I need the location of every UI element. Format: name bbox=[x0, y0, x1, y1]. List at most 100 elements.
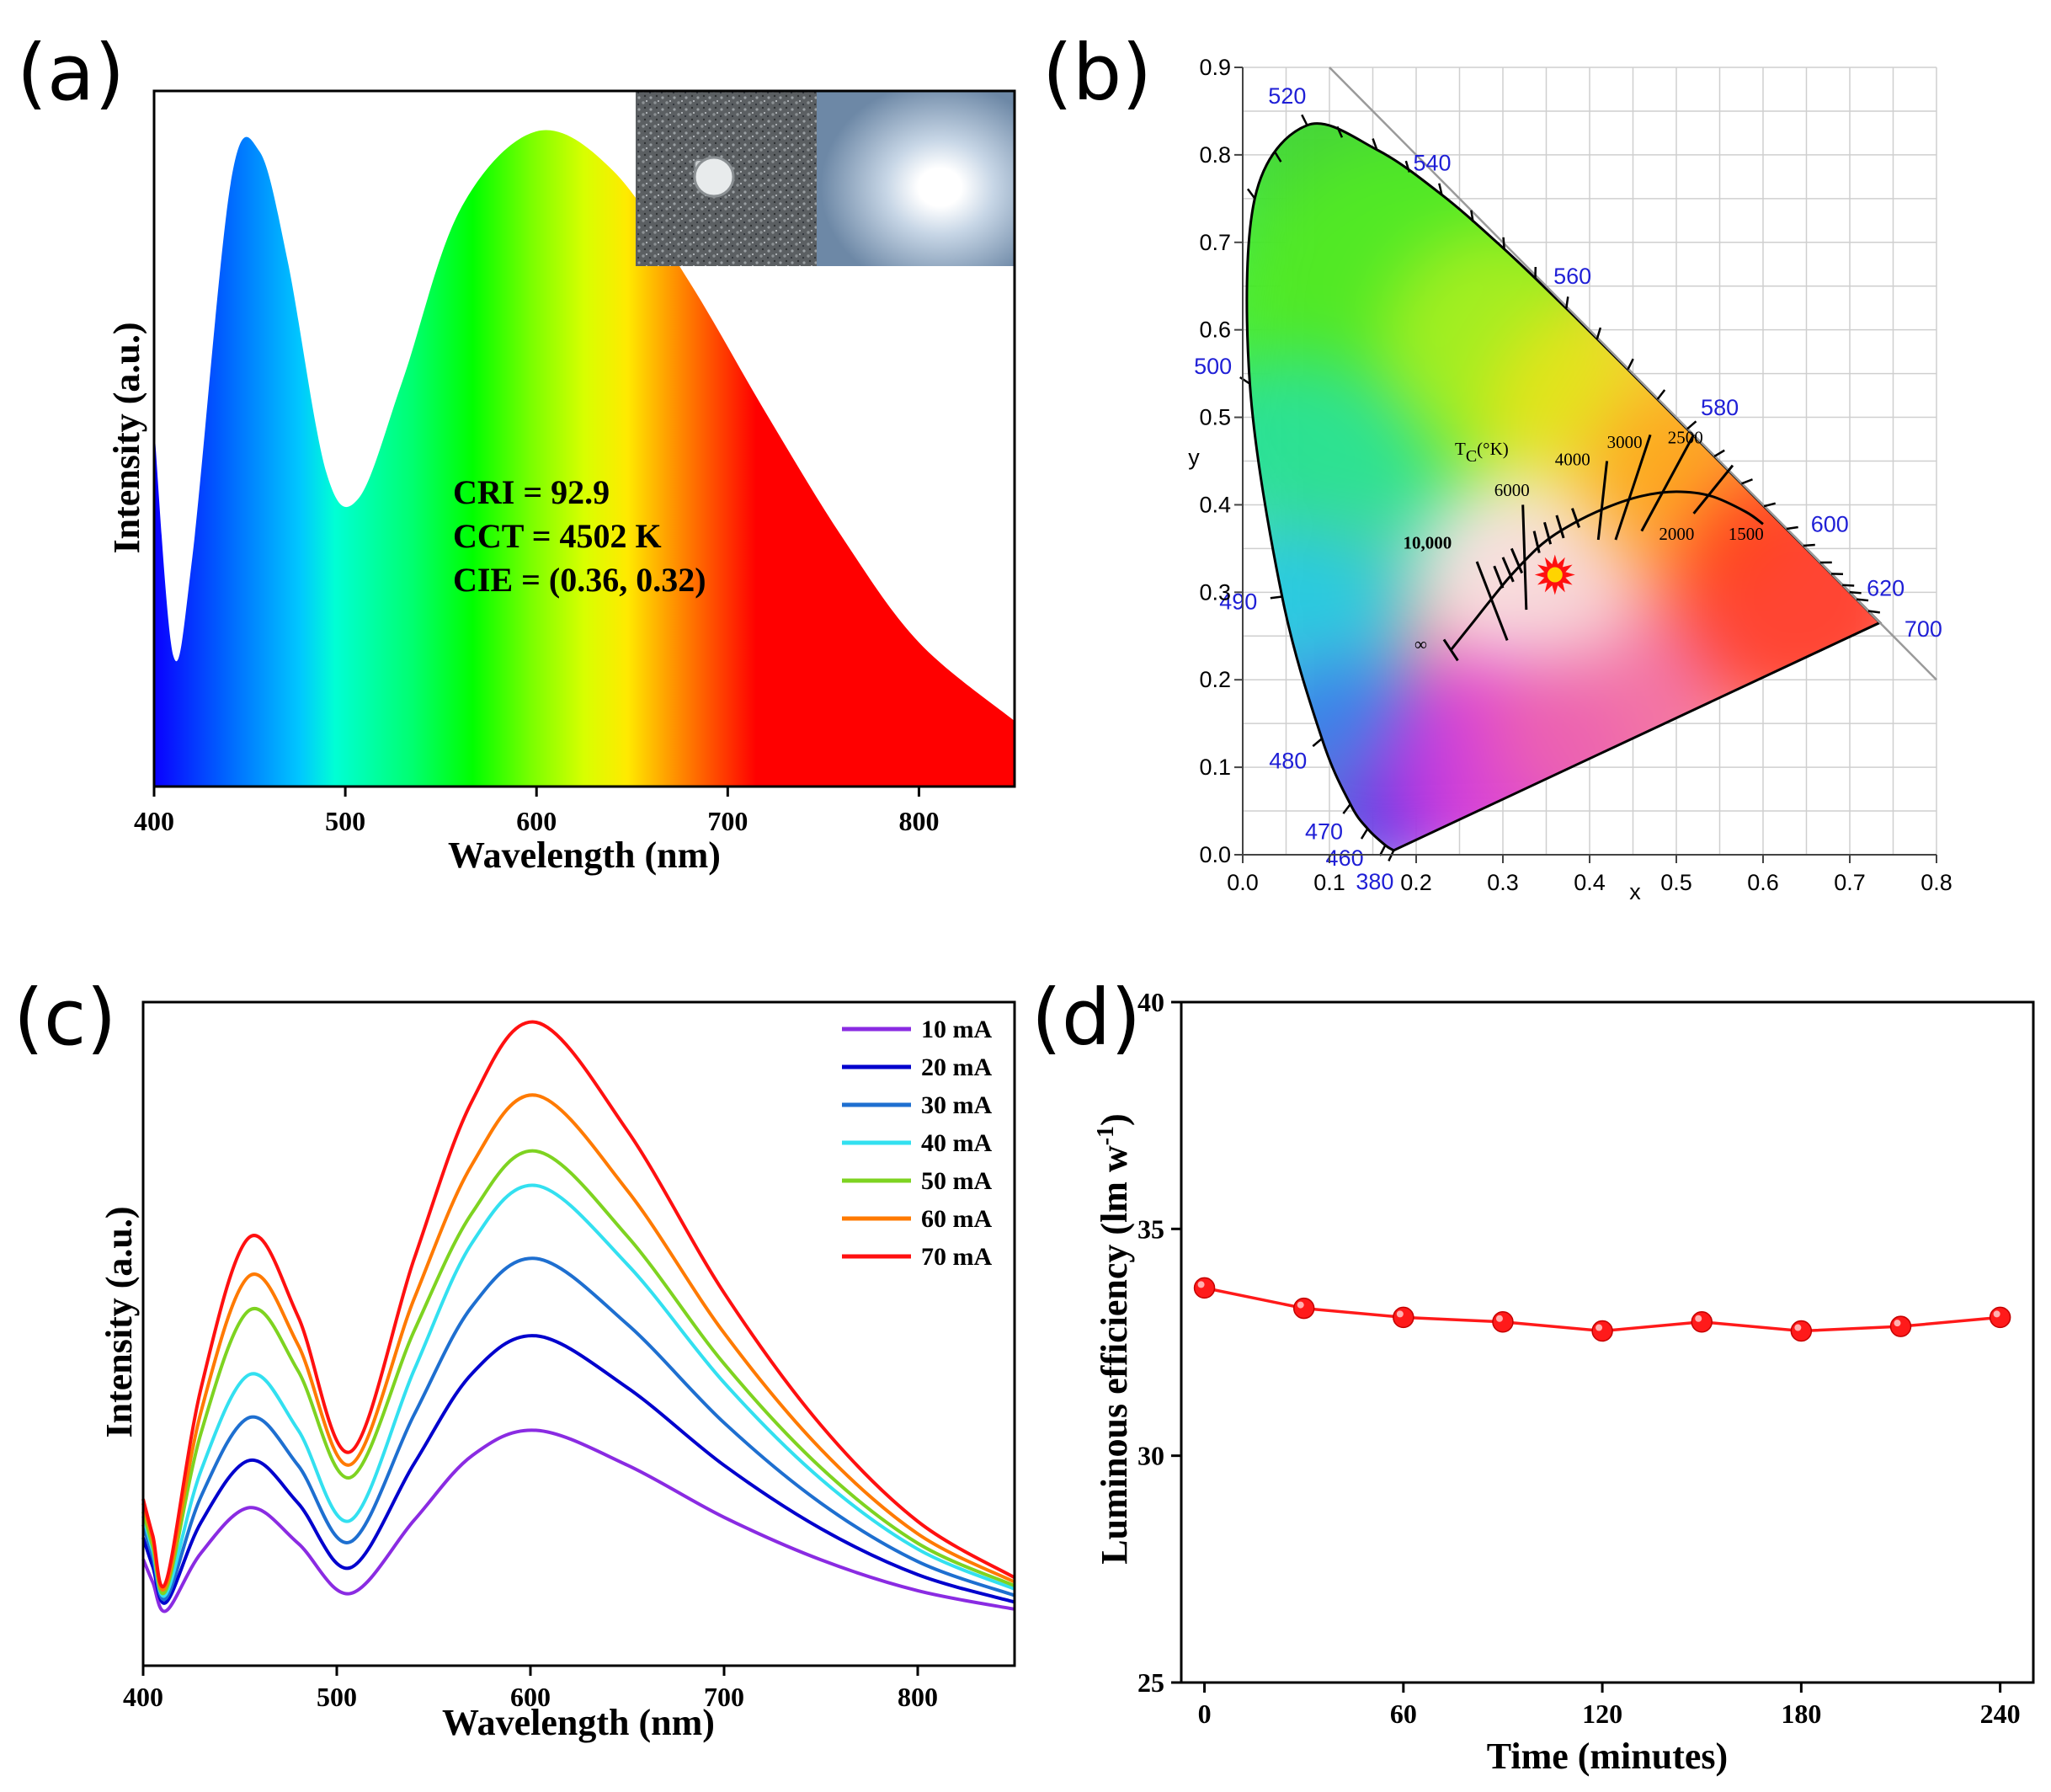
data-point-highlight bbox=[1894, 1320, 1901, 1327]
x-tick-label: 800 bbox=[898, 1682, 938, 1712]
series-line bbox=[141, 1256, 1015, 1602]
cct-label: 1500 bbox=[1729, 524, 1764, 544]
point-core bbox=[1547, 567, 1563, 583]
locus-tick bbox=[1786, 525, 1798, 531]
cct-label: 3000 bbox=[1607, 432, 1643, 452]
legend-label: 10 mA bbox=[921, 1016, 992, 1043]
y-tick-label: 0.8 bbox=[1199, 142, 1231, 168]
x-tick-label: 0 bbox=[1198, 1699, 1212, 1729]
locus-tick bbox=[1239, 376, 1251, 385]
x-tick-label: 500 bbox=[317, 1682, 357, 1712]
data-point bbox=[1193, 1277, 1216, 1299]
led-chip-lens bbox=[693, 156, 735, 198]
panel-c-ylabel: Intensity (a.u.) bbox=[99, 1206, 140, 1437]
x-tick-label: 0.4 bbox=[1574, 870, 1606, 895]
locus-tick bbox=[1713, 449, 1725, 457]
wavelength-label: 580 bbox=[1701, 395, 1739, 420]
panel-a-ylabel: Intensity (a.u.) bbox=[106, 322, 147, 553]
isotherm-line bbox=[1521, 504, 1528, 611]
x-tick-label: 0.5 bbox=[1660, 870, 1692, 895]
wavelength-label: 620 bbox=[1867, 575, 1904, 600]
cie-annotation: CIE = (0.36, 0.32) bbox=[453, 561, 706, 599]
data-point bbox=[1492, 1311, 1514, 1333]
x-tick-label: 0.0 bbox=[1227, 870, 1259, 895]
locus-tick bbox=[1246, 188, 1256, 200]
data-point-highlight bbox=[1396, 1310, 1404, 1318]
panel-a-x-axis: 400 500 600 700 800 bbox=[134, 787, 939, 836]
locus-tick bbox=[1656, 389, 1666, 400]
panel-c-xlabel: Wavelength (nm) bbox=[442, 1702, 715, 1743]
isotherm-line bbox=[1542, 521, 1553, 545]
data-point-highlight bbox=[1297, 1301, 1304, 1309]
locus-tick bbox=[1502, 237, 1505, 249]
x-tick-label: 800 bbox=[898, 806, 939, 836]
series-line bbox=[141, 1149, 1015, 1596]
fill-blob bbox=[1503, 522, 1642, 662]
y-tick-label: 0.0 bbox=[1199, 842, 1231, 867]
cri-annotation: CRI = 92.9 bbox=[453, 473, 610, 511]
y-tick-label: 0.3 bbox=[1199, 579, 1231, 605]
x-tick-label: 600 bbox=[510, 1682, 551, 1712]
data-point bbox=[1691, 1311, 1713, 1333]
cie-diagonal-line bbox=[1329, 67, 1937, 681]
panel-a: (a) 400 500 600 700 800 Wavelength (nm) Inte… bbox=[17, 28, 1016, 876]
panel-c-legend: 10 mA 20 mA 30 mA 40 mA 50 mA 60 mA 70 mA bbox=[842, 1016, 992, 1271]
wavelength-label: 380 bbox=[1356, 869, 1393, 894]
cct-label: 10,000 bbox=[1404, 532, 1452, 552]
isotherm-line bbox=[1493, 565, 1505, 589]
cie-point-marker bbox=[1534, 554, 1575, 595]
y-tick-label: 0.5 bbox=[1199, 405, 1231, 430]
led-inset bbox=[636, 91, 1015, 266]
lit-led-photo bbox=[817, 91, 1015, 266]
data-point-highlight bbox=[1197, 1281, 1205, 1288]
x-tick-label: 0.8 bbox=[1920, 870, 1952, 895]
panel-a-frame bbox=[152, 89, 1016, 788]
panel-d-axes: 0 60 120 180 240 25 30 35 40 bbox=[1137, 987, 2021, 1729]
efficiency-points bbox=[1193, 1277, 2011, 1342]
isotherm-line bbox=[1570, 508, 1581, 528]
x-tick-label: 600 bbox=[516, 806, 557, 836]
isotherm-line bbox=[1640, 434, 1695, 532]
isotherm-line bbox=[1555, 515, 1565, 539]
isotherm-lines bbox=[1475, 434, 1734, 642]
legend-label: 30 mA bbox=[921, 1091, 992, 1119]
locus-tick bbox=[1301, 114, 1308, 126]
x-tick-label: 700 bbox=[707, 806, 748, 836]
cct-labels: 10,000 6000 4000 3000 2500 2000 1500 bbox=[1404, 428, 1764, 553]
data-point-highlight bbox=[1794, 1324, 1802, 1331]
y-tick-label: 0.1 bbox=[1199, 755, 1231, 780]
data-point-highlight bbox=[1495, 1315, 1503, 1322]
data-point-highlight bbox=[1993, 1310, 2000, 1318]
y-tick-label: 0.2 bbox=[1199, 667, 1231, 692]
x-tick-label: 180 bbox=[1781, 1699, 1821, 1729]
locus-tick bbox=[1803, 543, 1815, 547]
y-tick-label: 25 bbox=[1137, 1667, 1164, 1698]
locus-tick bbox=[1438, 183, 1443, 195]
isotherm-line bbox=[1692, 464, 1734, 515]
locus-tick bbox=[1470, 210, 1474, 222]
isotherm-line bbox=[1596, 461, 1609, 541]
data-point-highlight bbox=[1695, 1315, 1702, 1322]
locus-tick bbox=[1388, 850, 1395, 861]
y-tick-label: 40 bbox=[1137, 987, 1164, 1017]
locus-tick bbox=[1849, 590, 1862, 595]
data-point bbox=[1989, 1306, 2011, 1329]
locus-tick bbox=[1565, 296, 1569, 309]
cct-annotation: CCT = 4502 K bbox=[453, 517, 662, 555]
data-point bbox=[1393, 1306, 1414, 1329]
x-tick-label: 700 bbox=[704, 1682, 744, 1712]
wavelength-label: 460 bbox=[1326, 845, 1364, 871]
panel-b-xlabel: x bbox=[1629, 879, 1641, 904]
panel-d-ylabel: Luminous efficiency (lm w-1) bbox=[1093, 1113, 1135, 1564]
wavelength-label: 560 bbox=[1553, 264, 1591, 289]
panel-d-label: (d) bbox=[1031, 973, 1141, 1063]
locus-tick bbox=[1270, 595, 1282, 600]
legend-label: 20 mA bbox=[921, 1053, 992, 1081]
x-tick-label: 0.3 bbox=[1487, 870, 1519, 895]
legend-label: 60 mA bbox=[921, 1205, 992, 1233]
x-tick-label: 240 bbox=[1980, 1699, 2021, 1729]
planck-endcap bbox=[1442, 638, 1459, 662]
wavelength-label: 600 bbox=[1811, 512, 1849, 537]
data-point bbox=[1889, 1315, 1912, 1337]
